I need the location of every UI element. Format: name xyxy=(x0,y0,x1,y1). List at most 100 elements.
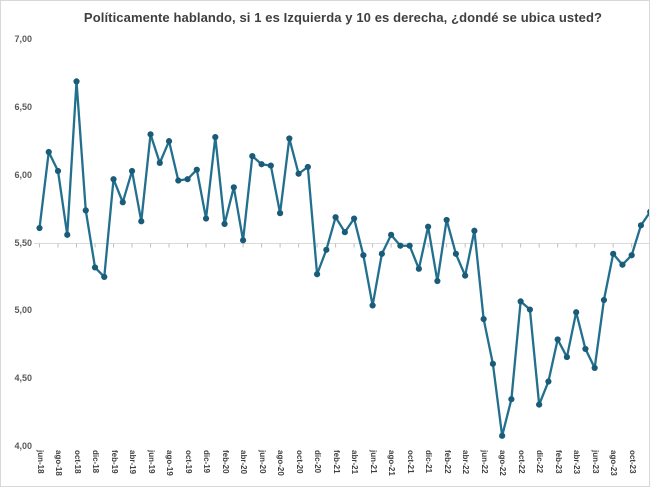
data-point-marker xyxy=(406,242,413,249)
x-axis-tick-label: jun-20 xyxy=(257,450,267,474)
x-axis-tick-label: oct-19 xyxy=(183,450,193,474)
data-point-marker xyxy=(351,215,358,222)
x-axis-tick-label: jun-18 xyxy=(35,450,45,474)
data-point-marker xyxy=(165,138,173,145)
x-axis-tick-label: abr-20 xyxy=(239,450,249,475)
x-axis-tick-label: feb-21 xyxy=(331,450,341,474)
data-point-marker xyxy=(110,176,117,183)
data-point-marker xyxy=(536,401,543,408)
data-point-marker xyxy=(628,252,635,259)
x-axis-tick-label: ago-21 xyxy=(387,450,397,476)
x-axis-tick-label: oct-18 xyxy=(72,450,82,474)
data-point-marker xyxy=(193,166,200,173)
data-point-marker xyxy=(647,208,649,215)
x-axis-tick-label: feb-23 xyxy=(553,450,563,474)
data-point-marker xyxy=(508,396,515,403)
data-point-marker xyxy=(341,229,348,236)
x-axis-tick-label: feb-19 xyxy=(109,450,119,474)
x-axis-tick-label: ago-20 xyxy=(276,450,286,476)
data-point-marker xyxy=(619,261,626,268)
x-axis-tick-label: jun-19 xyxy=(146,450,156,474)
x-axis-tick-label: jun-23 xyxy=(590,450,600,474)
data-point-marker xyxy=(249,152,256,160)
data-point-marker xyxy=(332,214,339,221)
data-point-marker xyxy=(64,231,71,238)
x-axis-tick-label: abr-23 xyxy=(572,450,582,475)
y-axis-tick-label: 4,00 xyxy=(14,441,32,452)
y-axis-tick-label: 6,50 xyxy=(14,101,32,112)
data-point-marker xyxy=(582,345,589,353)
x-axis-tick-label: abr-21 xyxy=(350,450,360,475)
x-axis-tick-label: jun-22 xyxy=(479,450,489,474)
data-point-marker xyxy=(202,215,210,222)
data-point-marker xyxy=(156,159,163,166)
x-axis-tick-label: feb-22 xyxy=(442,450,452,474)
data-point-marker xyxy=(304,163,311,171)
data-point-marker xyxy=(239,237,247,244)
x-axis-tick-label: ago-23 xyxy=(609,450,619,476)
data-point-marker xyxy=(128,167,136,175)
y-axis-tick-label: 5,50 xyxy=(14,237,32,248)
data-point-marker xyxy=(517,298,524,305)
y-axis-tick-label: 7,00 xyxy=(14,33,32,44)
data-point-marker xyxy=(138,218,145,225)
y-axis-tick-label: 6,00 xyxy=(14,169,32,180)
x-axis-tick-label: ago-22 xyxy=(498,450,508,476)
data-point-marker xyxy=(610,250,617,257)
data-point-marker xyxy=(267,162,274,169)
data-point-marker xyxy=(147,131,154,138)
data-point-marker xyxy=(360,252,367,259)
data-point-marker xyxy=(489,360,496,367)
x-axis-tick-label: dic-22 xyxy=(535,450,545,474)
data-point-marker xyxy=(526,306,534,313)
data-point-marker xyxy=(276,210,284,217)
data-point-marker xyxy=(101,273,108,281)
data-point-marker xyxy=(600,296,608,304)
data-point-marker xyxy=(91,264,99,271)
x-axis-tick-label: dic-18 xyxy=(91,450,101,474)
data-point-marker xyxy=(425,223,432,230)
data-point-marker xyxy=(295,170,302,177)
x-axis-tick-label: jun-21 xyxy=(368,450,378,474)
x-axis-tick-label: dic-19 xyxy=(202,450,212,474)
data-point-marker xyxy=(554,336,561,343)
data-point-marker xyxy=(323,246,330,253)
x-axis-tick-label: abr-22 xyxy=(461,450,471,475)
data-point-marker xyxy=(73,78,80,85)
x-axis-tick-label: oct-20 xyxy=(294,450,304,474)
data-point-marker xyxy=(434,277,441,285)
data-point-marker xyxy=(36,224,43,232)
x-axis-tick-label: ago-18 xyxy=(54,450,63,476)
data-point-marker xyxy=(397,242,404,249)
y-axis-tick-label: 5,00 xyxy=(14,305,32,316)
data-point-marker xyxy=(230,184,237,191)
x-axis-tick-label: oct-22 xyxy=(516,450,526,474)
y-axis-tick-label: 4,50 xyxy=(14,373,32,384)
data-point-marker xyxy=(471,227,478,234)
data-point-marker xyxy=(591,364,598,372)
x-axis-tick-label: oct-21 xyxy=(405,450,415,474)
data-point-marker xyxy=(452,250,459,257)
x-axis-tick-label: ago-19 xyxy=(165,450,175,476)
data-line xyxy=(38,80,649,437)
data-point-marker xyxy=(258,161,265,168)
data-point-marker xyxy=(637,222,645,229)
data-point-marker xyxy=(119,199,126,206)
data-point-marker xyxy=(286,135,293,142)
data-point-marker xyxy=(221,220,228,228)
data-point-marker xyxy=(415,265,422,272)
data-point-marker xyxy=(45,148,52,156)
data-point-marker xyxy=(184,176,191,183)
data-point-marker xyxy=(212,133,219,141)
data-point-marker xyxy=(369,302,376,309)
data-point-marker xyxy=(175,177,182,184)
x-axis-tick-label: abr-19 xyxy=(128,450,138,475)
data-point-marker xyxy=(54,167,62,175)
data-point-marker xyxy=(545,378,552,385)
data-point-marker xyxy=(499,432,506,439)
x-axis-tick-label: feb-20 xyxy=(220,450,230,474)
data-point-marker xyxy=(378,250,385,257)
data-point-marker xyxy=(462,272,469,279)
x-axis-tick-label: dic-21 xyxy=(424,450,434,474)
